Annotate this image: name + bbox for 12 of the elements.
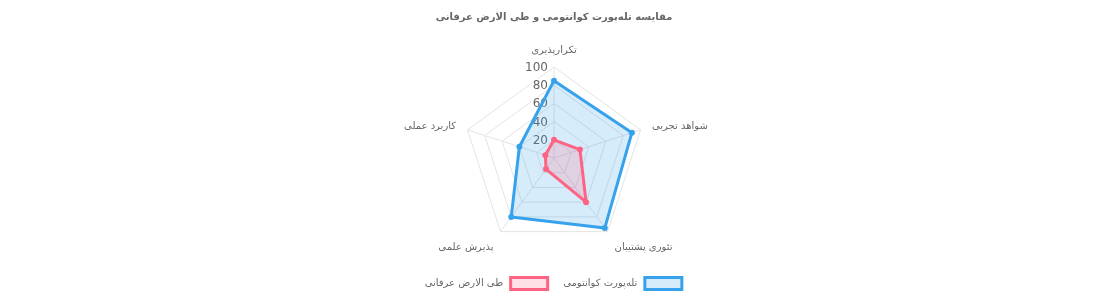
spoke-label: تکرارپذیری (531, 44, 578, 56)
y-tick-label: 40 (532, 114, 548, 129)
y-tick-label: 20 (532, 132, 548, 147)
spoke-label: تئوری پشتیبان (614, 241, 673, 254)
title: مقایسه تله‌پورت کوانتومی و طی الارض عرفانی (435, 11, 673, 22)
spoke-label: کاربرد عملی (404, 120, 457, 132)
spoke-label: شواهد تجربی (651, 120, 708, 132)
legend-label: تله‌پورت کوانتومی (563, 277, 638, 289)
y-tick-label: 100 (525, 60, 548, 74)
legend-label: طی الارض عرفانی (424, 277, 504, 288)
y-tick-label: 80 (532, 78, 548, 93)
spoke-label: پذیرش علمی (438, 241, 494, 254)
